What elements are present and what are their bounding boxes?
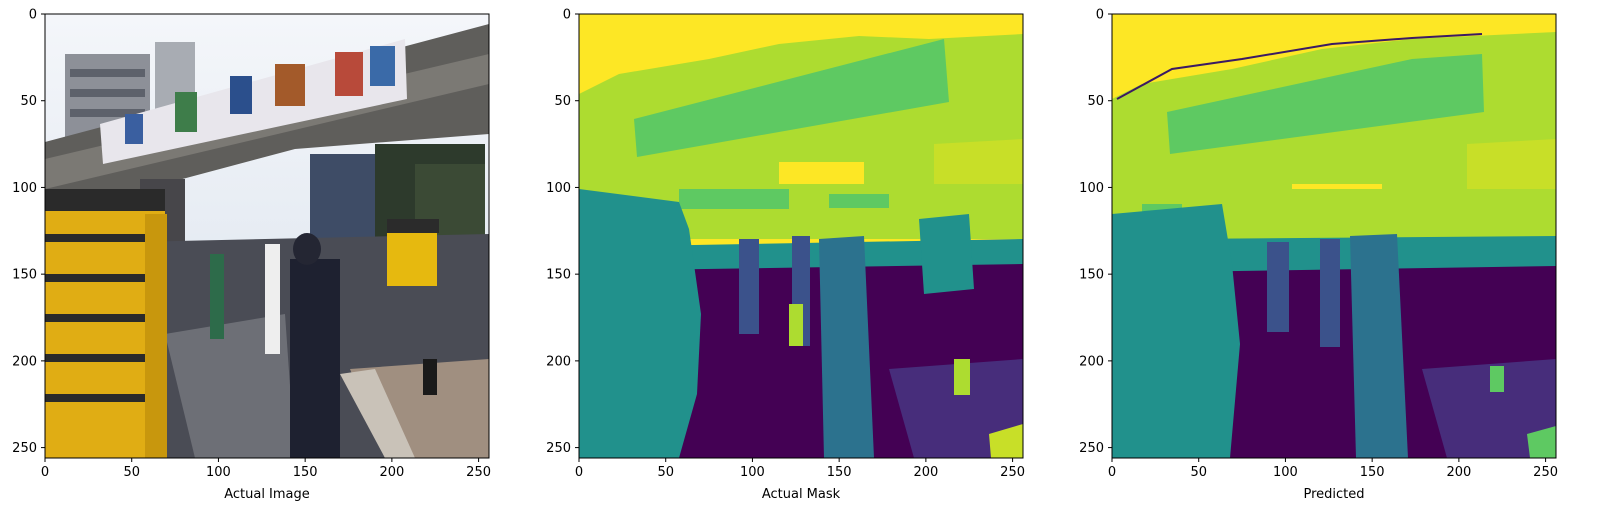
x-tick-label: 50	[1190, 465, 1207, 480]
x-tick-label: 0	[575, 465, 583, 480]
y-tick-label: 200	[1079, 354, 1104, 369]
y-tick-label: 150	[12, 268, 37, 283]
x-ticks: 0 50 100 150 200 250	[575, 458, 1025, 480]
axes-frame	[44, 13, 490, 459]
panel-predicted: 0 50 100 150 200 250 0 50 100 150 200 250 Predicte…	[1079, 8, 1558, 503]
y-ticks: 0 50 100 150 200 250	[12, 8, 45, 456]
x-tick-label: 100	[740, 465, 765, 480]
y-tick-label: 250	[1079, 441, 1104, 456]
prediction-image	[1112, 14, 1556, 458]
axes-frame	[1111, 13, 1557, 459]
x-axis-label: Predicted	[1303, 487, 1364, 502]
x-ticks: 0 50 100 150 200 250	[41, 458, 491, 480]
x-axis-label: Actual Mask	[762, 487, 841, 502]
x-tick-label: 50	[123, 465, 140, 480]
x-tick-label: 150	[293, 465, 318, 480]
photo-image	[45, 14, 489, 458]
x-tick-label: 150	[827, 465, 852, 480]
y-tick-label: 250	[546, 441, 571, 456]
x-tick-label: 0	[1108, 465, 1116, 480]
x-tick-label: 250	[466, 465, 491, 480]
y-tick-label: 200	[12, 354, 37, 369]
x-tick-label: 200	[379, 465, 404, 480]
x-ticks: 0 50 100 150 200 250	[1108, 458, 1558, 480]
x-tick-label: 100	[1273, 465, 1298, 480]
y-tick-label: 100	[546, 181, 571, 196]
y-tick-label: 150	[1079, 268, 1104, 283]
x-tick-label: 50	[657, 465, 674, 480]
x-tick-label: 250	[1533, 465, 1558, 480]
y-tick-label: 50	[1087, 94, 1104, 109]
y-tick-label: 0	[1096, 8, 1104, 23]
y-tick-label: 50	[20, 94, 37, 109]
panel-actual-mask: 0 50 100 150 200 250 0 50 100 150 200 250 Actual M…	[546, 8, 1025, 503]
x-tick-label: 150	[1360, 465, 1385, 480]
y-ticks: 0 50 100 150 200 250	[546, 8, 579, 456]
mask-image	[579, 14, 1023, 458]
x-axis-label: Actual Image	[224, 487, 310, 502]
y-tick-label: 100	[12, 181, 37, 196]
y-tick-label: 150	[546, 268, 571, 283]
x-tick-label: 100	[206, 465, 231, 480]
x-tick-label: 200	[1446, 465, 1471, 480]
x-tick-label: 0	[41, 465, 49, 480]
panel-actual-image: 0 50 100 150 200 250 0 50 100 150 200 250 Actual I…	[12, 8, 491, 503]
y-tick-label: 250	[12, 441, 37, 456]
y-tick-label: 100	[1079, 181, 1104, 196]
x-tick-label: 200	[913, 465, 938, 480]
x-tick-label: 250	[1000, 465, 1025, 480]
axes-frame	[578, 13, 1024, 459]
y-tick-label: 200	[546, 354, 571, 369]
y-tick-label: 0	[563, 8, 571, 23]
y-tick-label: 0	[29, 8, 37, 23]
y-tick-label: 50	[554, 94, 571, 109]
y-ticks: 0 50 100 150 200 250	[1079, 8, 1112, 456]
